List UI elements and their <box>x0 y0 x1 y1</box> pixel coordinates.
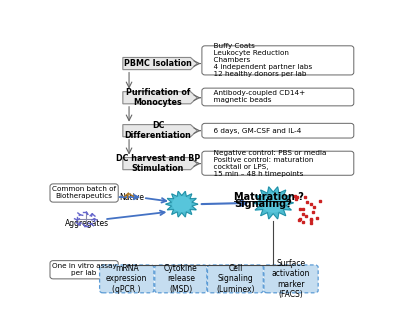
Text: Cell
Signaling
(Luminex): Cell Signaling (Luminex) <box>216 264 255 294</box>
Text: Antibody-coupled CD14+
  magnetic beads: Antibody-coupled CD14+ magnetic beads <box>209 90 305 104</box>
Text: Buffy Coats
  Leukocyte Reduction
  Chambers
  4 independent partner labs
  12 h: Buffy Coats Leukocyte Reduction Chambers… <box>209 43 312 77</box>
Text: mRNA
expression
(qPCR ): mRNA expression (qPCR ) <box>106 264 148 294</box>
Text: Native: Native <box>120 192 145 202</box>
FancyBboxPatch shape <box>202 123 354 138</box>
Text: Common batch of
Biotherapeutics: Common batch of Biotherapeutics <box>52 187 116 199</box>
Text: Negative control: PBS or media
  Positive control: maturation
  cocktail or LPS,: Negative control: PBS or media Positive … <box>209 150 326 177</box>
FancyBboxPatch shape <box>100 265 154 293</box>
Text: Signaling?: Signaling? <box>234 199 292 209</box>
Text: Maturation ?: Maturation ? <box>234 192 304 202</box>
FancyBboxPatch shape <box>202 151 354 175</box>
Text: DC harvest and BP
Stimulation: DC harvest and BP Stimulation <box>116 154 200 173</box>
Text: Surface
activation
marker
(FACS): Surface activation marker (FACS) <box>272 259 310 299</box>
Text: One in vitro assay
per lab: One in vitro assay per lab <box>52 263 116 276</box>
FancyBboxPatch shape <box>208 265 263 293</box>
FancyBboxPatch shape <box>202 88 354 106</box>
Text: Purification of
Monocytes: Purification of Monocytes <box>126 88 190 108</box>
FancyBboxPatch shape <box>50 184 118 202</box>
FancyBboxPatch shape <box>264 265 318 293</box>
Polygon shape <box>123 158 197 170</box>
Polygon shape <box>123 58 197 70</box>
FancyBboxPatch shape <box>155 265 207 293</box>
Text: Cytokine
release
(MSD): Cytokine release (MSD) <box>164 264 198 294</box>
Text: DC
Differentiation: DC Differentiation <box>125 121 192 140</box>
Polygon shape <box>253 187 293 219</box>
Text: Aggregates: Aggregates <box>65 219 109 228</box>
Circle shape <box>262 194 284 212</box>
FancyBboxPatch shape <box>202 46 354 75</box>
FancyBboxPatch shape <box>50 261 118 279</box>
Polygon shape <box>123 125 197 137</box>
Polygon shape <box>123 92 197 104</box>
Text: PBMC Isolation: PBMC Isolation <box>124 59 192 68</box>
Text: 6 days, GM-CSF and IL-4: 6 days, GM-CSF and IL-4 <box>209 128 301 134</box>
Circle shape <box>173 197 191 212</box>
Polygon shape <box>166 191 198 217</box>
